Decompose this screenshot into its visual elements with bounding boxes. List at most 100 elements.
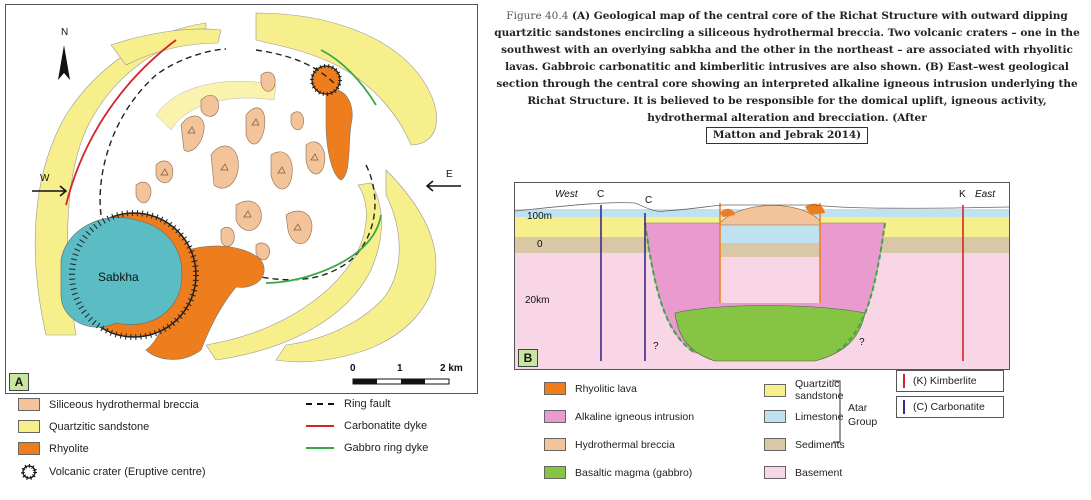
legend-quartzitic-label: Quartzitic sandstone bbox=[795, 378, 844, 402]
uplift-basement bbox=[720, 257, 820, 303]
legend-basaltic-label: Basaltic magma (gabbro) bbox=[575, 466, 693, 479]
breccia-patch bbox=[305, 141, 326, 175]
hydro-swatch bbox=[544, 438, 566, 451]
legend-limestone: Limestone bbox=[764, 410, 843, 423]
basement-swatch bbox=[764, 466, 786, 479]
sabkha-label: Sabkha bbox=[98, 270, 139, 284]
breccia-symbol bbox=[187, 126, 196, 134]
scale-bar-segment bbox=[353, 379, 377, 384]
section-west-label: West bbox=[555, 189, 578, 200]
section-east-label: East bbox=[975, 189, 996, 200]
ground-surface bbox=[515, 202, 1009, 212]
intrusion-fault-west bbox=[644, 222, 696, 354]
section-panel-label: B bbox=[518, 349, 538, 367]
legend-hydro-label: Hydrothermal breccia bbox=[575, 438, 675, 451]
gabbro-dyke-east bbox=[265, 214, 382, 284]
crater-symbol-icon bbox=[21, 464, 37, 480]
quartzitic-swatch bbox=[764, 383, 786, 397]
north-label: N bbox=[61, 27, 69, 38]
kimberlite-swatch bbox=[903, 374, 905, 388]
sabkha-area bbox=[60, 217, 183, 328]
ring-fault-north bbox=[255, 49, 337, 86]
breccia-symbol bbox=[310, 153, 319, 161]
depth-0: 0 bbox=[537, 239, 543, 250]
legend-gabbro-dyke-label: Gabbro ring dyke bbox=[344, 442, 429, 454]
depth-100m: 100m bbox=[527, 211, 553, 222]
intrusion-fault-east bbox=[834, 222, 886, 354]
breccia-patch bbox=[285, 210, 313, 244]
legend-rhyolitic: Rhyolitic lava bbox=[544, 382, 637, 395]
breccia-patch bbox=[245, 107, 266, 145]
group-label: Group bbox=[848, 416, 878, 428]
breccia-patch bbox=[260, 71, 276, 92]
legend-rhyolitic-label: Rhyolitic lava bbox=[575, 382, 637, 395]
rhyolite-ne bbox=[325, 88, 353, 181]
legend-alkaline: Alkaline igneous intrusion bbox=[544, 410, 694, 423]
hydrothermal-breccia-cap bbox=[719, 205, 821, 226]
carbonatite-dyke-swatch bbox=[306, 425, 334, 427]
breccia-patch bbox=[200, 95, 219, 117]
breccia-symbol bbox=[220, 163, 229, 171]
breccia-patch bbox=[135, 181, 152, 204]
breccia-patch bbox=[255, 242, 270, 261]
west-label: W bbox=[40, 173, 50, 184]
breccia-patch bbox=[210, 145, 239, 189]
crater-ring-ticks-ne bbox=[310, 64, 342, 96]
legend-breccia: Siliceous hydrothermal breccia bbox=[18, 398, 199, 411]
legend-basement: Basement bbox=[764, 466, 842, 479]
map-legend: Siliceous hydrothermal breccia Quartziti… bbox=[8, 398, 478, 498]
legend-limestone-label: Limestone bbox=[795, 410, 844, 423]
breccia-symbol bbox=[160, 168, 169, 176]
scale-label-1: 1 bbox=[397, 363, 403, 374]
legend-gabbro-dyke: Gabbro ring dyke bbox=[306, 442, 428, 454]
scale-label-0: 0 bbox=[350, 363, 356, 374]
legend-alkaline-label: Alkaline igneous intrusion bbox=[575, 410, 695, 423]
legend-quartzitic: Quartzitic sandstone bbox=[764, 378, 857, 402]
gabbro-dyke-north bbox=[320, 49, 377, 106]
legend-breccia-label: Siliceous hydrothermal breccia bbox=[49, 398, 199, 411]
breccia-patch bbox=[235, 200, 262, 231]
geological-map bbox=[32, 12, 461, 385]
legend-crater-label: Volcanic crater (Eruptive centre) bbox=[49, 466, 206, 478]
atar-group-bracket bbox=[833, 380, 841, 443]
breccia-patches bbox=[135, 71, 326, 261]
alkaline-swatch bbox=[544, 410, 566, 423]
map-panel-label: A bbox=[9, 373, 29, 391]
sandstone-outer-east bbox=[275, 169, 437, 363]
sandstone-swatch bbox=[18, 420, 40, 433]
breccia-symbol bbox=[251, 118, 260, 126]
depth-20km: 20km bbox=[525, 295, 550, 306]
breccia-patch bbox=[290, 111, 304, 131]
rhyolitic-lava-west bbox=[720, 208, 735, 217]
legend-kimberlite: (K) Kimberlite bbox=[896, 370, 1004, 392]
carbonatite-dyke-line bbox=[65, 39, 177, 206]
carbonatite-label-2: C bbox=[645, 195, 653, 206]
carbonatite-swatch bbox=[903, 400, 905, 414]
sediments-swatch bbox=[764, 438, 786, 451]
breccia-symbol bbox=[243, 210, 252, 218]
north-arrow-icon bbox=[58, 45, 70, 80]
gabbro-dyke-swatch bbox=[306, 447, 334, 449]
figure-caption: Figure 40.4 (A) Geological map of the ce… bbox=[488, 8, 1086, 144]
breccia-swatch bbox=[18, 398, 40, 411]
figure-number: Figure 40.4 bbox=[506, 10, 569, 22]
crater-ring-ticks-sw bbox=[69, 210, 199, 340]
legend-sandstone: Quartzitic sandstone bbox=[18, 420, 149, 433]
legend-kimberlite-label: (K) Kimberlite bbox=[913, 375, 977, 387]
geological-section bbox=[515, 202, 1009, 369]
sandstone-mid-arc bbox=[205, 182, 382, 361]
caption-citation: Matton and Jebrak 2014) bbox=[705, 127, 869, 144]
kimberlite-label: K bbox=[959, 189, 966, 200]
scale-bar bbox=[352, 378, 450, 385]
breccia-patch bbox=[180, 115, 205, 152]
breccia-symbols bbox=[160, 118, 319, 231]
east-label: E bbox=[446, 169, 453, 180]
limestone-swatch bbox=[764, 410, 786, 423]
rhyolitic-swatch bbox=[544, 382, 566, 395]
west-arrow-icon bbox=[32, 185, 68, 197]
carbonatite-label-1: C bbox=[597, 189, 605, 200]
caption-text: (A) Geological map of the central core o… bbox=[494, 10, 1080, 124]
geological-section-panel: B West East C C K 100m 0 20km ? ? bbox=[514, 182, 1010, 370]
ring-fault-west bbox=[99, 48, 227, 216]
legend-crater: Volcanic crater (Eruptive centre) bbox=[18, 464, 206, 480]
